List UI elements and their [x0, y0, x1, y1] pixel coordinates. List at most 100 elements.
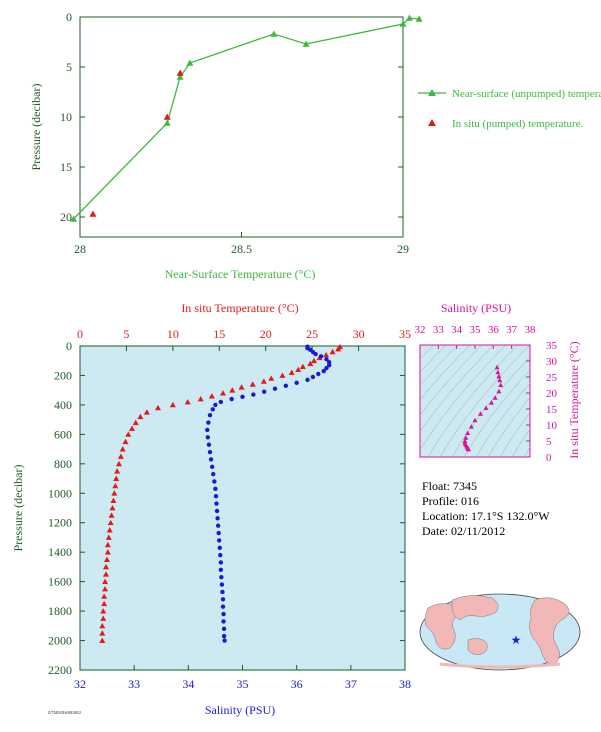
- temperature-point: [129, 425, 135, 431]
- ts-point: [466, 446, 472, 452]
- salinity-point: [218, 399, 224, 405]
- chart2-y-tick-label: 1200: [48, 516, 72, 530]
- temperature-point: [279, 372, 286, 378]
- temperature-point: [288, 369, 295, 375]
- ts-point: [478, 411, 483, 416]
- salinity-point: [219, 582, 225, 587]
- chart2-temperature-tick-label: 35: [399, 327, 411, 341]
- salinity-point: [218, 567, 224, 573]
- temperature-point: [122, 438, 129, 445]
- salinity-point: [210, 407, 215, 412]
- chart2-salinity-tick-label: 32: [74, 677, 86, 691]
- temperature-point: [197, 396, 204, 402]
- near-surface-point: [163, 119, 171, 126]
- chart1-ticks: 28 28.5 29 0 5 10 15 20: [60, 10, 409, 256]
- chart1-series: [70, 14, 423, 222]
- chart2-temperature-tick-label: 30: [353, 327, 365, 341]
- legend-near-surface-label: Near-surface (unpumped) temperature.: [452, 88, 601, 100]
- profile-number: Profile: 016: [422, 494, 479, 508]
- salinity-point: [206, 442, 212, 447]
- temperature-point: [229, 387, 236, 393]
- chart2-salinity-tick-label: 36: [291, 677, 303, 691]
- profile-chart: 32 33 34 35 36 37 38 0 5 10 15 20 25 30 35 0 200 400 600 80…: [11, 301, 411, 717]
- chart2-salinity-tick-label: 37: [345, 677, 357, 691]
- chart2-temperature-tick-label: 15: [213, 327, 225, 341]
- ts-point: [497, 377, 503, 383]
- legend-green-triangle-icon: [428, 89, 436, 96]
- temperature-point: [299, 363, 306, 370]
- legend-near-surface-text: Near-surface (unpumped) temperature.: [452, 88, 601, 100]
- near-surface-point: [415, 15, 423, 22]
- near-surface-point: [176, 73, 184, 80]
- chart2-y-axis-label: Pressure (decibar): [11, 465, 25, 552]
- chart3-y-tick-label: 5: [546, 436, 552, 448]
- salinity-point: [217, 538, 222, 543]
- chart3-y-tick-label: 35: [546, 340, 558, 352]
- temperature-point: [107, 519, 114, 526]
- chart2-temperature-tick-label: 5: [123, 327, 129, 341]
- salinity-point: [221, 619, 226, 624]
- chart3-y-tick-label: 25: [546, 372, 558, 384]
- ts-point: [498, 382, 504, 387]
- chart2-temperature-tick-label: 25: [306, 327, 318, 341]
- temperature-point: [116, 460, 122, 467]
- ts-point: [496, 373, 502, 379]
- near-surface-point: [302, 40, 310, 47]
- salinity-point: [313, 351, 318, 357]
- chart1-y-tick-label: 15: [60, 160, 72, 174]
- chart2-salinity-tick-label: 33: [128, 677, 140, 691]
- chart2-salinity-tick-label: 34: [182, 677, 194, 691]
- salinity-point: [324, 357, 329, 362]
- salinity-point: [213, 402, 218, 408]
- chart2-temperature-tick-label: 20: [260, 327, 272, 341]
- density-contour: [420, 345, 495, 433]
- ts-point: [492, 395, 498, 400]
- chart3-ticks: 32 33 34 35 36 37 38 0 5 10 15 20 25 30 35: [415, 324, 558, 464]
- chart2-bottom-axis-label: Salinity (PSU): [205, 703, 275, 717]
- chart1-y-tick-label: 5: [66, 60, 72, 74]
- temperature-point: [101, 593, 108, 599]
- salinity-point: [229, 396, 234, 402]
- temperature-point: [295, 366, 302, 372]
- chart3-x-tick-label: 38: [525, 324, 537, 336]
- salinity-point: [294, 380, 299, 386]
- temperature-point: [104, 549, 111, 555]
- temperature-point: [106, 527, 113, 533]
- chart3-y-tick-label: 10: [546, 420, 558, 432]
- temperature-point: [249, 381, 256, 387]
- legend-red-triangle-icon: [428, 119, 436, 126]
- float-position-star-icon: ★: [511, 633, 522, 647]
- temperature-point: [109, 505, 116, 511]
- chart3-y-tick-label: 20: [546, 388, 558, 400]
- near-surface-point: [399, 20, 407, 27]
- salinity-point: [205, 435, 211, 440]
- ts-point: [495, 369, 501, 375]
- ts-point: [465, 430, 471, 435]
- salinity-point: [216, 530, 221, 536]
- salinity-point: [221, 626, 227, 631]
- legend-in-situ-text: In situ (pumped) temperature.: [452, 118, 584, 130]
- map-land-asia: [451, 595, 499, 621]
- temperature-point: [102, 586, 109, 592]
- chart3-x-tick-label: 37: [506, 324, 518, 336]
- salinity-point: [221, 633, 227, 639]
- near-surface-point: [186, 59, 194, 66]
- footer-code: Z/7345/016/00/2012: [48, 710, 81, 715]
- density-contour: [499, 412, 530, 457]
- density-contour: [420, 345, 447, 373]
- chart3-y-tick-label: 0: [546, 452, 552, 464]
- salinity-point: [218, 560, 224, 565]
- float-info: Float: 7345 Profile: 016 Location: 17.1°…: [422, 479, 550, 538]
- salinity-point: [283, 383, 289, 388]
- in-situ-point: [176, 69, 184, 76]
- salinity-point: [214, 508, 220, 514]
- map-land-australia: [467, 638, 488, 655]
- chart2-y-tick-label: 1400: [48, 545, 72, 559]
- salinity-point: [213, 494, 219, 499]
- temperature-point: [111, 490, 118, 496]
- temperature-point: [103, 571, 109, 577]
- temperature-point: [132, 419, 139, 425]
- temperature-point: [307, 360, 314, 367]
- chart2-series: [99, 343, 343, 643]
